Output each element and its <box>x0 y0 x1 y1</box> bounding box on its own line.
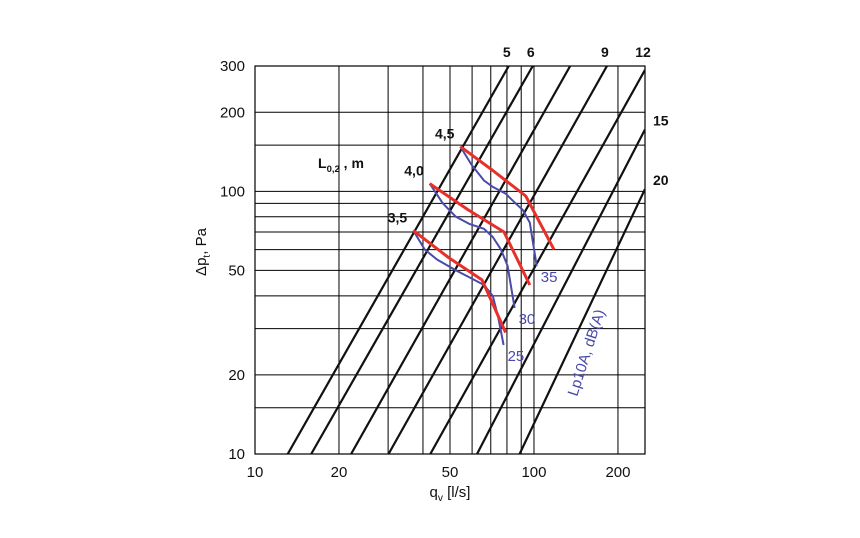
sound-curve-label: 30 <box>519 311 536 328</box>
sound-curve-label: 25 <box>508 348 525 365</box>
family-line-label: 6 <box>527 44 535 60</box>
family-line <box>350 66 572 454</box>
throw-curve <box>428 182 532 286</box>
x-tick-label: 100 <box>521 464 546 481</box>
family-line-label: 9 <box>601 44 609 60</box>
y-tick-label: 300 <box>220 58 245 75</box>
throw-curve <box>459 145 556 251</box>
throw-curve-label: 3,5 <box>388 209 408 225</box>
family-line <box>429 69 645 454</box>
throw-curve-label: 4,0 <box>404 163 424 179</box>
family-line-label: 20 <box>653 172 669 188</box>
sound-curves-title: Lp10A, dB(A) <box>565 307 609 398</box>
sound-curve-label: 35 <box>541 269 558 286</box>
family-line-label: 12 <box>635 44 651 60</box>
family-lines <box>286 66 645 454</box>
family-line <box>310 66 534 454</box>
x-tick-label: 20 <box>331 464 348 481</box>
family-line-label: 5 <box>503 44 511 60</box>
x-axis-label: qv [l/s] <box>430 484 471 504</box>
throw-curve <box>412 229 507 334</box>
family-line-label: 15 <box>653 112 669 128</box>
y-tick-label: 100 <box>220 183 245 200</box>
throw-curves <box>412 145 556 334</box>
y-axis-label: Δpt, Pa <box>193 227 213 276</box>
family-title: L0,2 , m <box>318 155 364 175</box>
y-tick-label: 10 <box>228 446 245 463</box>
labels: 10 20 50 100 200 10 20 50 100 200 300 5 6 9 12 15 20 25 30… <box>193 44 669 504</box>
family-line <box>387 66 608 454</box>
sound-curve <box>428 183 516 309</box>
plot-frame <box>254 65 646 455</box>
family-line <box>518 188 645 454</box>
x-tick-label: 10 <box>247 464 264 481</box>
family-line <box>476 128 645 454</box>
y-tick-label: 50 <box>228 262 245 279</box>
y-tick-label: 200 <box>220 104 245 121</box>
throw-curve-label: 4,5 <box>435 126 455 142</box>
y-tick-label: 20 <box>228 367 245 384</box>
family-line <box>286 66 510 454</box>
x-tick-label: 200 <box>605 464 630 481</box>
plot-border <box>254 65 646 455</box>
x-tick-label: 50 <box>442 464 459 481</box>
sound-curve <box>459 146 538 267</box>
